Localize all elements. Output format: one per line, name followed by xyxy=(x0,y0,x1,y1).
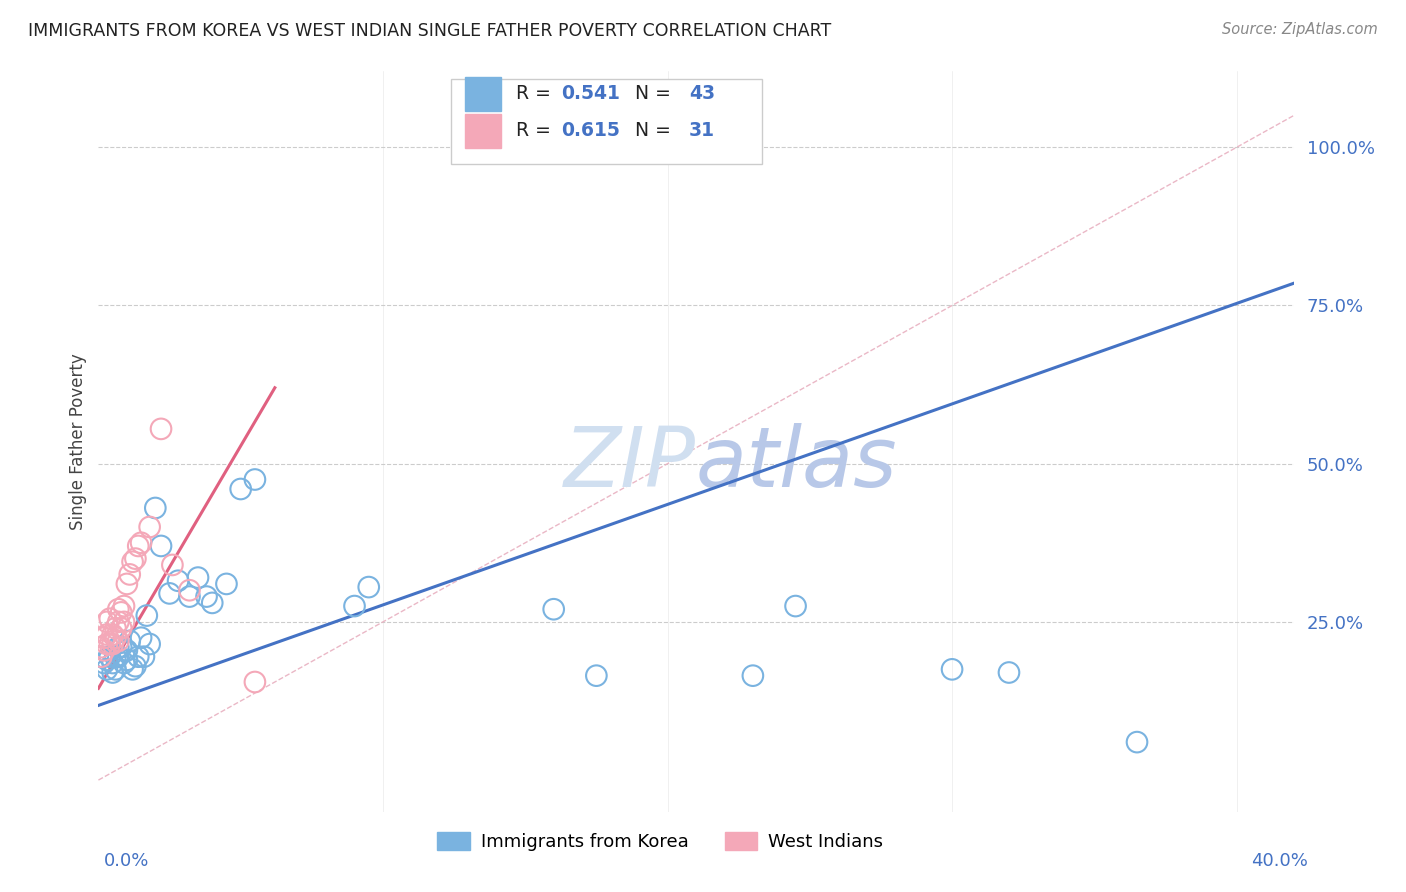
Point xyxy=(343,599,366,613)
Point xyxy=(150,422,173,436)
Point xyxy=(785,599,807,613)
Point xyxy=(187,571,209,585)
Legend: Immigrants from Korea, West Indians: Immigrants from Korea, West Indians xyxy=(430,825,890,858)
FancyBboxPatch shape xyxy=(465,114,501,147)
Point xyxy=(143,500,166,515)
Text: 0.541: 0.541 xyxy=(561,85,620,103)
Point xyxy=(96,615,118,629)
Point xyxy=(129,536,152,550)
Point xyxy=(243,675,266,690)
Point xyxy=(107,615,129,629)
Text: 0.0%: 0.0% xyxy=(104,852,149,870)
Point xyxy=(138,520,160,534)
Point xyxy=(124,659,146,673)
Point xyxy=(104,662,127,676)
Text: N =: N = xyxy=(623,85,676,103)
Point xyxy=(110,640,132,655)
Text: N =: N = xyxy=(623,121,676,140)
Point xyxy=(118,567,141,582)
Point xyxy=(98,637,121,651)
Point xyxy=(124,551,146,566)
Point xyxy=(998,665,1021,680)
Point xyxy=(112,599,135,613)
Point xyxy=(941,662,963,676)
Point xyxy=(585,668,607,682)
Point xyxy=(179,590,201,604)
Point xyxy=(543,602,565,616)
Point xyxy=(110,606,132,620)
Point xyxy=(159,586,181,600)
Y-axis label: Single Father Poverty: Single Father Poverty xyxy=(69,353,87,530)
Point xyxy=(167,574,190,588)
Point xyxy=(215,577,238,591)
Point xyxy=(195,590,218,604)
Point xyxy=(98,612,121,626)
Point xyxy=(162,558,184,572)
Point xyxy=(138,637,160,651)
Point xyxy=(96,627,118,641)
Text: R =: R = xyxy=(516,121,557,140)
Point xyxy=(135,608,157,623)
Point xyxy=(243,473,266,487)
Point xyxy=(107,602,129,616)
Point xyxy=(101,665,124,680)
Text: 0.615: 0.615 xyxy=(561,121,620,140)
Point xyxy=(112,615,135,629)
Point xyxy=(115,643,138,657)
Point xyxy=(96,637,118,651)
Point xyxy=(115,653,138,667)
Point xyxy=(104,649,127,664)
Point xyxy=(112,656,135,670)
Point xyxy=(150,539,173,553)
Point xyxy=(127,539,149,553)
Text: 43: 43 xyxy=(689,85,714,103)
Point xyxy=(132,649,155,664)
Point xyxy=(93,656,115,670)
Point xyxy=(96,653,118,667)
Text: IMMIGRANTS FROM KOREA VS WEST INDIAN SINGLE FATHER POVERTY CORRELATION CHART: IMMIGRANTS FROM KOREA VS WEST INDIAN SIN… xyxy=(28,22,831,40)
Text: Source: ZipAtlas.com: Source: ZipAtlas.com xyxy=(1222,22,1378,37)
Point xyxy=(104,621,127,635)
Point xyxy=(121,555,143,569)
Point xyxy=(179,583,201,598)
Point xyxy=(741,668,763,682)
Point xyxy=(90,640,112,655)
Point xyxy=(201,596,224,610)
Point xyxy=(101,637,124,651)
Point xyxy=(107,649,129,664)
Point xyxy=(96,662,118,676)
Point xyxy=(118,633,141,648)
Point xyxy=(98,649,121,664)
Point xyxy=(90,649,112,664)
Point xyxy=(115,577,138,591)
Point xyxy=(110,621,132,635)
Text: R =: R = xyxy=(516,85,557,103)
Point xyxy=(90,649,112,664)
Point xyxy=(104,631,127,645)
Point xyxy=(229,482,252,496)
Text: atlas: atlas xyxy=(696,423,897,504)
Text: 40.0%: 40.0% xyxy=(1251,852,1308,870)
FancyBboxPatch shape xyxy=(465,78,501,111)
Point xyxy=(101,627,124,641)
Text: ZIP: ZIP xyxy=(564,423,696,504)
Point xyxy=(93,631,115,645)
Text: 31: 31 xyxy=(689,121,714,140)
Point xyxy=(121,662,143,676)
Point xyxy=(129,631,152,645)
Point xyxy=(357,580,380,594)
Point xyxy=(107,633,129,648)
Point xyxy=(107,640,129,655)
FancyBboxPatch shape xyxy=(451,78,762,164)
Point xyxy=(101,656,124,670)
Point xyxy=(93,643,115,657)
Point xyxy=(1126,735,1149,749)
Point xyxy=(127,649,149,664)
